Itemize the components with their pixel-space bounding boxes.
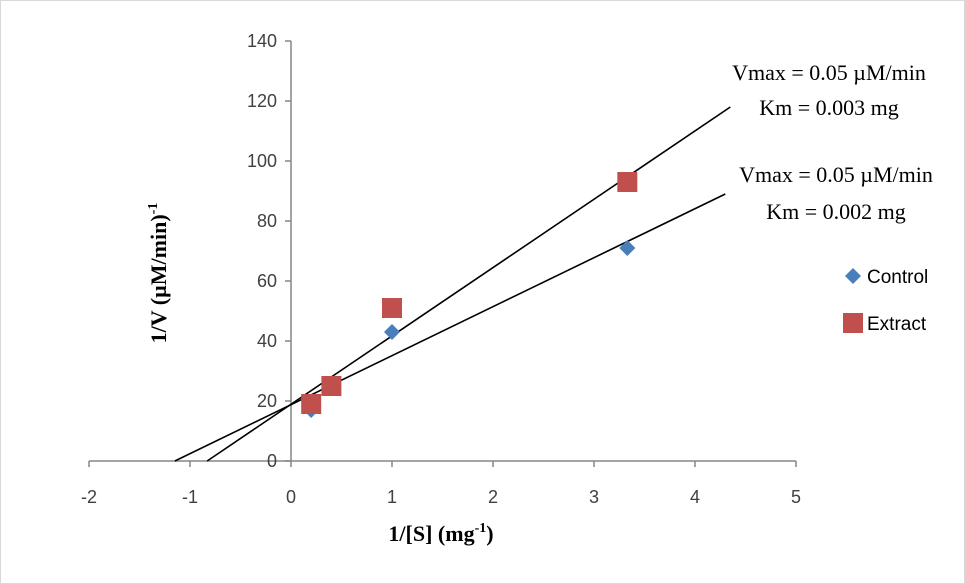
point-extract [382, 298, 402, 318]
x-tick-label: 5 [791, 487, 801, 507]
legend-marker-control [845, 268, 861, 284]
annotation-control: Km = 0.002 mg [766, 199, 906, 224]
annotation-extract: Vmax = 0.05 µM/min [732, 60, 926, 85]
x-tick-label: 3 [589, 487, 599, 507]
x-tick-label: 4 [690, 487, 700, 507]
y-tick-label: 140 [247, 31, 277, 51]
legend: Control Extract [843, 267, 928, 335]
x-axis-title: 1/[S] (mg-1) [388, 521, 493, 546]
point-control [384, 324, 400, 340]
point-extract [321, 376, 342, 396]
legend-marker-extract [843, 313, 863, 333]
y-tick-label: 0 [267, 451, 277, 471]
annotation-extract: Km = 0.003 mg [759, 95, 899, 120]
y-tick-label: 20 [257, 391, 277, 411]
x-tick-label: -1 [182, 487, 198, 507]
data-points [301, 172, 638, 418]
x-tick-label: 2 [488, 487, 498, 507]
y-tick-label: 120 [247, 91, 277, 111]
legend-label-control: Control [867, 267, 928, 288]
x-tick-label: 1 [387, 487, 397, 507]
y-axis-title: 1/V (µM/min)-1 [146, 203, 171, 344]
annotation-control: Vmax = 0.05 µM/min [739, 162, 933, 187]
y-tick-label: 40 [257, 331, 277, 351]
y-tick-label: 80 [257, 211, 277, 231]
y-tick-label: 60 [257, 271, 277, 291]
annotations: Vmax = 0.05 µM/min Km = 0.002 mg Vmax = 0.… [732, 60, 933, 224]
trendline-extract [206, 106, 731, 462]
x-tick-label: -2 [81, 487, 97, 507]
y-tick-label: 100 [247, 151, 277, 171]
x-tick-label: 0 [286, 487, 296, 507]
point-extract [301, 394, 322, 414]
point-extract [617, 172, 638, 192]
point-control [619, 240, 636, 256]
trendline-control [174, 193, 726, 462]
trendlines [174, 106, 731, 462]
legend-label-extract: Extract [867, 314, 927, 335]
axes: -2 -1 0 1 2 3 4 5 0 20 40 60 80 100 120 140 [81, 31, 801, 507]
